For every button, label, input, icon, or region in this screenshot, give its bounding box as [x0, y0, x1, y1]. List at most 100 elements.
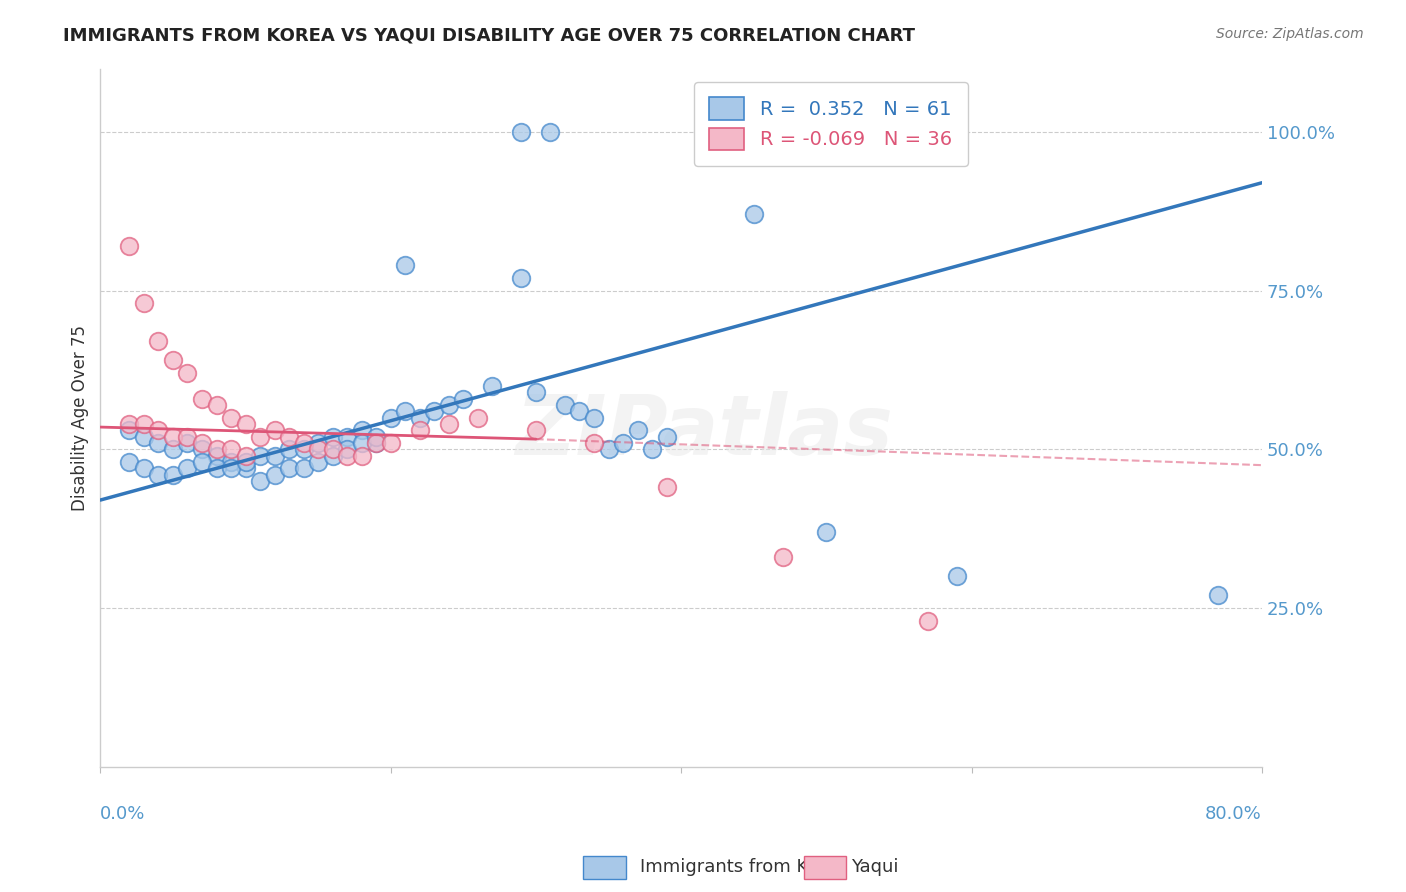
- Point: [148, 423, 170, 437]
- Point: [946, 569, 969, 583]
- Point: [235, 417, 257, 431]
- Point: [292, 461, 315, 475]
- Point: [176, 436, 198, 450]
- Point: [626, 423, 648, 437]
- Point: [191, 455, 214, 469]
- Point: [162, 429, 184, 443]
- Point: [191, 436, 214, 450]
- Point: [235, 449, 257, 463]
- Point: [772, 550, 794, 565]
- Point: [366, 429, 388, 443]
- Text: Source: ZipAtlas.com: Source: ZipAtlas.com: [1216, 27, 1364, 41]
- Point: [176, 461, 198, 475]
- Point: [612, 436, 634, 450]
- Text: Yaqui: Yaqui: [851, 858, 898, 876]
- Point: [336, 449, 359, 463]
- Text: ZIPatlas: ZIPatlas: [516, 391, 893, 472]
- Text: IMMIGRANTS FROM KOREA VS YAQUI DISABILITY AGE OVER 75 CORRELATION CHART: IMMIGRANTS FROM KOREA VS YAQUI DISABILIT…: [63, 27, 915, 45]
- Point: [292, 442, 315, 457]
- Point: [278, 461, 301, 475]
- Point: [132, 461, 155, 475]
- Point: [132, 429, 155, 443]
- Point: [1208, 588, 1230, 602]
- Point: [481, 379, 503, 393]
- Point: [307, 436, 329, 450]
- Point: [322, 449, 344, 463]
- Point: [366, 436, 388, 450]
- Point: [205, 449, 228, 463]
- Point: [219, 461, 242, 475]
- Point: [162, 442, 184, 457]
- Point: [655, 480, 678, 494]
- Point: [118, 455, 141, 469]
- Point: [263, 423, 285, 437]
- Point: [641, 442, 664, 457]
- Point: [524, 423, 547, 437]
- Point: [336, 429, 359, 443]
- Point: [235, 455, 257, 469]
- Point: [118, 239, 141, 253]
- Point: [176, 366, 198, 380]
- Point: [118, 423, 141, 437]
- Text: 0.0%: 0.0%: [100, 805, 146, 823]
- Point: [380, 436, 402, 450]
- Point: [205, 461, 228, 475]
- Point: [467, 410, 489, 425]
- Point: [437, 417, 460, 431]
- Point: [568, 404, 591, 418]
- Point: [350, 423, 373, 437]
- Point: [263, 467, 285, 482]
- Point: [191, 392, 214, 406]
- Point: [132, 417, 155, 431]
- Point: [598, 442, 620, 457]
- Point: [148, 436, 170, 450]
- Point: [510, 271, 533, 285]
- Point: [742, 207, 765, 221]
- Point: [205, 398, 228, 412]
- Point: [655, 429, 678, 443]
- Text: Immigrants from Korea: Immigrants from Korea: [640, 858, 848, 876]
- Point: [278, 429, 301, 443]
- Point: [380, 410, 402, 425]
- Point: [394, 404, 416, 418]
- Point: [437, 398, 460, 412]
- Point: [322, 442, 344, 457]
- Point: [582, 436, 605, 450]
- Point: [292, 436, 315, 450]
- Point: [510, 125, 533, 139]
- Point: [350, 449, 373, 463]
- Point: [307, 442, 329, 457]
- Point: [205, 442, 228, 457]
- Point: [219, 410, 242, 425]
- Point: [278, 442, 301, 457]
- Legend: R =  0.352   N = 61, R = -0.069   N = 36: R = 0.352 N = 61, R = -0.069 N = 36: [693, 82, 967, 166]
- Point: [235, 461, 257, 475]
- Y-axis label: Disability Age Over 75: Disability Age Over 75: [72, 325, 89, 510]
- Point: [176, 429, 198, 443]
- Point: [554, 398, 576, 412]
- Point: [524, 385, 547, 400]
- Point: [307, 455, 329, 469]
- Point: [772, 125, 794, 139]
- Point: [148, 467, 170, 482]
- Point: [148, 334, 170, 349]
- Point: [366, 436, 388, 450]
- Point: [582, 410, 605, 425]
- Point: [815, 524, 838, 539]
- Point: [132, 296, 155, 310]
- Point: [409, 410, 432, 425]
- Point: [394, 258, 416, 272]
- Point: [162, 467, 184, 482]
- Text: 80.0%: 80.0%: [1205, 805, 1263, 823]
- Point: [191, 442, 214, 457]
- Point: [453, 392, 475, 406]
- Point: [322, 429, 344, 443]
- Point: [249, 449, 271, 463]
- Point: [219, 455, 242, 469]
- Point: [423, 404, 446, 418]
- Point: [917, 614, 939, 628]
- Point: [118, 417, 141, 431]
- Point: [162, 353, 184, 368]
- Point: [249, 474, 271, 488]
- Point: [336, 442, 359, 457]
